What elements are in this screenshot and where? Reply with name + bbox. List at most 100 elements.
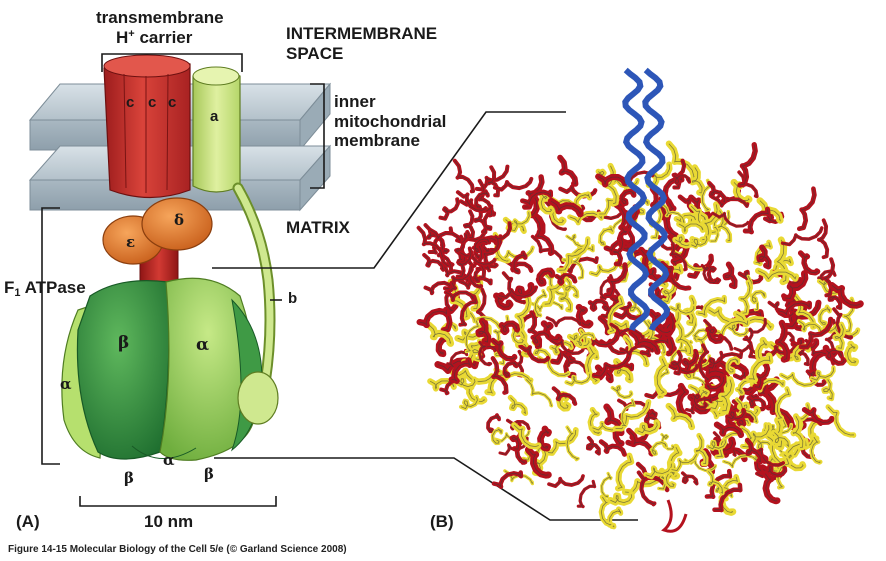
ribbon-strand-outline: [782, 227, 823, 245]
ribbon-strand-outline: [464, 309, 501, 329]
ribbon-strand-outline: [651, 442, 667, 455]
label-a: a: [210, 108, 219, 125]
ribbon-strand-outline: [708, 266, 720, 283]
ribbon-strand-outline: [561, 258, 598, 273]
label-delta: δ: [174, 211, 185, 229]
ribbon-strand-outline: [539, 428, 550, 449]
ribbon-strand-outline: [748, 397, 765, 407]
ribbon-strand-outline: [560, 284, 571, 311]
label-beta-bottom-left: β: [124, 469, 134, 487]
ribbon-strand-outline: [594, 353, 630, 377]
inner-membrane-line3: membrane: [334, 131, 420, 151]
ribbon-strand-outline: [600, 496, 612, 526]
intermembrane-line1: INTERMEMBRANE: [286, 24, 438, 43]
ribbon-strand-outline: [578, 481, 596, 507]
inner-membrane-line2: mitochondrial: [334, 111, 447, 131]
ribbon-strand-outline: [739, 271, 762, 283]
leader-bottom: [214, 457, 638, 521]
ribbon-strand-outline: [725, 264, 736, 287]
ribbon-strand-outline: [776, 239, 787, 283]
ribbon-strand-outline: [827, 406, 855, 436]
ribbon-strand-outline: [656, 358, 667, 394]
ribbon-strand-outline: [716, 427, 738, 458]
ribbon-strand-outline: [819, 306, 831, 325]
ribbon-strand-outline: [473, 266, 490, 282]
ribbon-strand-outline: [610, 324, 644, 340]
ribbon-strand-outline: [690, 205, 716, 233]
ribbon-strand-outline: [617, 455, 632, 489]
ribbon-strand-outline: [551, 342, 572, 354]
ribbon-strand: [585, 435, 601, 456]
ribbon-strand-outline: [663, 280, 676, 302]
ribbon-strand-outline: [590, 261, 618, 276]
ribbon-strand-outline: [540, 194, 553, 213]
ribbon-strand: [547, 474, 585, 488]
transmembrane-line1: transmembrane: [96, 8, 224, 27]
label-inner-membrane: inner mitochondrial membrane: [334, 92, 446, 151]
ribbon-strand-outline: [445, 282, 456, 312]
ribbon-strand-outline: [621, 399, 635, 427]
ribbon-strand-outline: [496, 247, 534, 261]
ribbon-strand-outline: [560, 186, 596, 197]
ribbon-strand-outline: [610, 494, 633, 504]
ribbon-strand-outline: [745, 209, 769, 233]
ribbon-strand-outline: [566, 373, 591, 385]
ribbon-strand-outline: [495, 430, 530, 442]
b-subunit-foot: [237, 371, 279, 425]
ribbon-strand-outline: [757, 270, 797, 280]
central-helix: [622, 67, 651, 332]
ribbon-strand-outline: [601, 473, 612, 498]
ribbon-strand-outline: [846, 343, 857, 364]
ribbon-strand-outline: [510, 397, 526, 415]
ribbon-strand-outline: [833, 308, 853, 339]
ribbon-strand-outline: [566, 426, 580, 460]
ribbon-strand-outline: [430, 229, 461, 243]
ribbon-strand-outline: [611, 296, 631, 309]
beta-main-lobe: [76, 280, 170, 460]
ribbon-strand-outline: [559, 157, 576, 185]
ribbon-strand-outline: [692, 394, 707, 409]
ribbon-strand-outline: [587, 437, 600, 455]
label-alpha-left: α: [60, 375, 72, 393]
ribbon-strand-outline: [801, 319, 832, 348]
ribbon-strand-outline: [668, 405, 693, 428]
ribbon-strand-outline: [637, 422, 658, 434]
ribbon-strand-outline: [671, 241, 688, 280]
label-alpha-bottom: α: [163, 451, 175, 469]
ribbon-strand-outline: [456, 378, 476, 388]
ribbon-strand-outline: [548, 475, 584, 487]
ribbon-strand-outline: [512, 329, 524, 344]
ribbon-strand-outline: [437, 235, 452, 273]
ribbon-strand-outline: [464, 211, 474, 239]
ribbon-strand-outline: [504, 470, 533, 484]
ribbon-strand-outline: [767, 393, 793, 427]
ribbon-strand-outline: [547, 317, 581, 326]
ribbon-strand: [619, 188, 637, 207]
ribbon-strand-outline: [454, 160, 474, 192]
f1-head: [61, 277, 279, 461]
ribbon-strand-outline: [691, 167, 703, 194]
label-panel-b: (B): [430, 512, 454, 531]
ribbon-strand-outline: [691, 235, 708, 248]
ribbon-strand-outline: [535, 216, 553, 254]
ribbon-strand-outline: [447, 350, 468, 367]
ribbon-strand-outline: [825, 349, 842, 359]
label-f1-atpase: F1 ATPase: [4, 278, 86, 300]
ribbon-strand-outline: [712, 212, 749, 227]
ribbon-strand-outline: [418, 227, 444, 258]
label-beta-main: β: [118, 333, 130, 353]
ribbon-strand-outline: [587, 346, 598, 382]
ribbon-strand-outline: [823, 259, 834, 296]
c-ring: [103, 54, 191, 199]
label-scale: 10 nm: [144, 512, 194, 531]
ribbon-strand-outline: [686, 397, 712, 413]
ribbon-strand-outline: [697, 297, 725, 316]
ribbon-strand-outline: [689, 256, 712, 277]
ribbon-strand-outline: [425, 282, 452, 295]
ribbon-strand-outline: [445, 291, 474, 301]
ribbon-strand-outline: [707, 328, 723, 342]
ribbon-strand-outline: [709, 182, 726, 203]
ribbon-strand-outline: [638, 472, 656, 505]
ribbon-strand-outline: [620, 345, 653, 356]
ribbon-strand-outline: [492, 358, 507, 393]
